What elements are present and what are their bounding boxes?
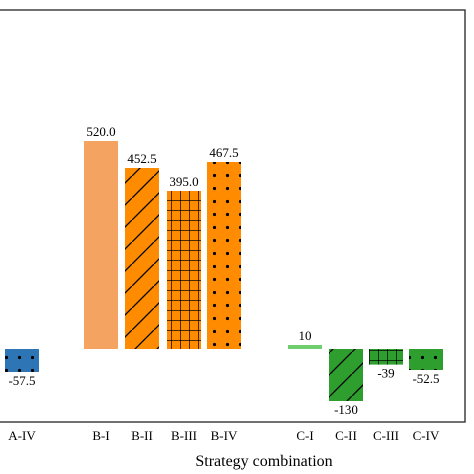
x-tick-label-B-I: B-I — [92, 428, 109, 443]
x-tick-label-B-II: B-II — [131, 428, 153, 443]
bar-B-II — [125, 168, 159, 349]
bar-hatch — [329, 349, 363, 401]
bar-hatch — [409, 349, 443, 370]
x-tick-label-C-II: C-II — [335, 428, 357, 443]
bar-hatch — [5, 349, 39, 372]
bar-C-II — [329, 349, 363, 401]
bars-layer — [5, 141, 443, 401]
bar-C-IV — [409, 349, 443, 370]
bar-B-IV — [207, 162, 241, 349]
x-tick-label-A-IV: A-IV — [8, 428, 36, 443]
data-label-B-II: 452.5 — [127, 151, 156, 166]
x-tick-label-B-III: B-III — [171, 428, 197, 443]
bar-B-III — [167, 191, 201, 349]
x-axis-title: Strategy combination — [195, 453, 332, 470]
x-tick-label-B-IV: B-IV — [211, 428, 238, 443]
x-tick-label-C-I: C-I — [296, 428, 313, 443]
bar-hatch — [125, 168, 159, 349]
data-label-C-II: -130 — [334, 402, 358, 417]
data-labels-layer: -57.5 520.0 452.5 395.0 467.5 10 -130 -39 -52.5 — [8, 124, 439, 417]
bar-fill — [288, 345, 322, 349]
bar-A-IV — [5, 349, 39, 372]
x-tick-label-C-IV: C-IV — [413, 428, 440, 443]
bar-C-III — [369, 349, 403, 365]
data-label-C-I: 10 — [299, 328, 312, 343]
data-label-A-IV: -57.5 — [8, 373, 35, 388]
bar-C-I — [288, 345, 322, 349]
data-label-B-IV: 467.5 — [209, 145, 238, 160]
data-label-B-III: 395.0 — [169, 174, 198, 189]
bar-B-I — [84, 141, 118, 349]
bar-hatch — [369, 349, 403, 365]
x-tick-labels-layer: A-IV B-I B-II B-III B-IV C-I C-II C-III C-IV — [8, 428, 440, 443]
data-label-C-III: -39 — [377, 366, 394, 381]
data-label-C-IV: -52.5 — [412, 371, 439, 386]
plot-frame — [0, 9, 466, 423]
bar-hatch — [207, 162, 241, 349]
x-tick-label-C-III: C-III — [373, 428, 399, 443]
bar-fill — [84, 141, 118, 349]
bar-hatch — [167, 191, 201, 349]
data-label-B-I: 520.0 — [86, 124, 115, 139]
